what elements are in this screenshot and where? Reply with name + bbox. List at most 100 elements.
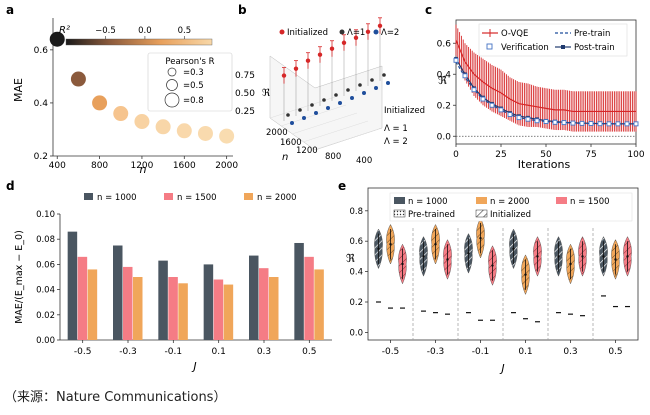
x-tick-label-c: 25 bbox=[495, 150, 506, 160]
data-point-verification bbox=[588, 121, 594, 126]
data-point-verification bbox=[471, 87, 477, 93]
legend-b: Initialized Λ=1 Λ=2 bbox=[279, 28, 399, 38]
data-point-verification bbox=[579, 120, 585, 126]
x-tick-label-d: 0.3 bbox=[257, 347, 271, 357]
x-tick-label-e: -0.5 bbox=[382, 347, 400, 357]
median-marker-e bbox=[422, 255, 425, 258]
data-point-lambda1 bbox=[370, 78, 374, 82]
colorbar-tick-label: 0.5 bbox=[178, 26, 192, 36]
legend-entry-posttrain: Post-train bbox=[574, 43, 615, 53]
data-point-initialized bbox=[293, 66, 299, 71]
legend-swatch-n1500 bbox=[556, 197, 567, 204]
y-tick-label-e: 0.6 bbox=[349, 237, 363, 247]
y-axis-label-a: MAE bbox=[12, 78, 25, 102]
data-point-lambda1 bbox=[286, 113, 290, 117]
bar-d bbox=[249, 255, 259, 340]
bar-d bbox=[113, 245, 123, 340]
legend-entry-pretrained: Pre-trained bbox=[408, 210, 455, 220]
data-point-verification bbox=[525, 116, 531, 122]
data-point-a bbox=[197, 125, 213, 141]
data-point-verification bbox=[516, 115, 522, 121]
grid-line-b bbox=[313, 128, 380, 151]
data-point-a bbox=[49, 31, 65, 47]
legend-entry-n1000: n = 1000 bbox=[408, 197, 448, 207]
y-axis-label-b: ℜ bbox=[262, 88, 271, 99]
y-tick-b: 0.75 bbox=[235, 71, 255, 81]
data-point-verification bbox=[498, 107, 504, 113]
data-point-lambda1 bbox=[322, 98, 326, 102]
x-tick-label-e: -0.3 bbox=[427, 347, 445, 357]
panel-a-chart: MAE n 400 800 1200 1600 2000 0.2 0.4 0.6 R² −0.… bbox=[12, 18, 238, 176]
colorbar-label: R² bbox=[59, 25, 70, 36]
colorbar-tick-label: 0.0 bbox=[138, 26, 152, 36]
x-tick-label-c: 50 bbox=[540, 150, 552, 160]
x-tick-label-c: 100 bbox=[627, 150, 644, 160]
legend-entry-lambda2: Λ=2 bbox=[381, 28, 399, 38]
median-marker-e bbox=[536, 255, 539, 258]
x-axis-label-c: Iterations bbox=[518, 158, 571, 171]
y-tick-label-d: 0.00 bbox=[36, 336, 55, 346]
y-tick-label-d: 0.08 bbox=[36, 235, 55, 245]
size-legend-entry: =0.8 bbox=[183, 96, 204, 106]
legend-entry-initialized: Initialized bbox=[287, 28, 328, 38]
data-point-initialized bbox=[317, 52, 323, 57]
median-marker-e bbox=[479, 236, 482, 240]
data-point-lambda1 bbox=[358, 83, 362, 87]
data-point-lambda2 bbox=[290, 121, 294, 125]
data-point-verification bbox=[453, 57, 459, 63]
data-point-lambda1 bbox=[310, 103, 314, 107]
y-tick-label-a: 0.4 bbox=[34, 99, 49, 109]
x-tick-label-d: 0.1 bbox=[212, 347, 226, 357]
data-point-lambda2 bbox=[326, 106, 330, 110]
data-point-verification bbox=[624, 121, 630, 127]
series-line-ovqe bbox=[455, 39, 636, 113]
panel-c-chart: ℜ Iterations 0 25 50 75 100 0.0 0.2 0.4 0.6 O-VQ… bbox=[437, 19, 645, 171]
legend-swatch-n1000 bbox=[394, 197, 405, 204]
bar-d bbox=[259, 268, 269, 340]
size-legend-entry: =0.3 bbox=[183, 68, 204, 78]
size-legend-marker bbox=[166, 79, 178, 91]
x-axis-label-e: J bbox=[499, 362, 504, 375]
x-tick-label-c: 0 bbox=[453, 150, 459, 160]
x-axis-label-d: J bbox=[191, 360, 196, 373]
x-tick-b: 800 bbox=[325, 152, 341, 162]
median-marker-e bbox=[581, 255, 584, 258]
y-tick-label-c: 0.2 bbox=[437, 101, 451, 111]
x-tick-label-d: 0.5 bbox=[302, 347, 316, 357]
legend-swatch-verification bbox=[486, 43, 493, 50]
panel-b-chart: Initialized Λ=1 Λ=2 0.75 0.50 0.25 ℜ 200… bbox=[235, 17, 425, 166]
data-point-verification bbox=[615, 121, 621, 127]
panel-label-d: d bbox=[6, 179, 15, 193]
y-tick-label-e: 0.8 bbox=[349, 207, 363, 217]
legend-swatch-initialized bbox=[475, 209, 488, 218]
data-point-lambda2 bbox=[386, 81, 390, 85]
data-point-a bbox=[176, 123, 192, 139]
data-point-lambda2 bbox=[302, 116, 306, 120]
x-tick-b: 1600 bbox=[280, 138, 302, 148]
y-tick-label-c: 0.6 bbox=[437, 39, 452, 49]
median-marker-e bbox=[512, 247, 515, 250]
source-caption: （来源：Nature Communications） bbox=[4, 390, 227, 405]
legend-entry-n2000: n = 2000 bbox=[257, 193, 297, 203]
data-point-verification bbox=[561, 120, 567, 126]
median-marker-e bbox=[401, 262, 404, 266]
grid-line-b bbox=[302, 120, 369, 143]
data-point-lambda1 bbox=[382, 73, 386, 77]
y-tick-label-e: 0.2 bbox=[349, 298, 363, 308]
legend-marker-lambda1 bbox=[339, 29, 345, 35]
data-point-verification bbox=[489, 102, 495, 108]
data-point-verification bbox=[570, 120, 576, 126]
data-point-lambda2 bbox=[362, 91, 366, 95]
y-tick-label-d: 0.04 bbox=[36, 286, 55, 296]
y-tick-label-c: 0.0 bbox=[437, 132, 452, 142]
y-tick-label-d: 0.02 bbox=[36, 311, 55, 321]
x-tick-label-e: 0.1 bbox=[518, 347, 532, 357]
x-tick-label-a: 1200 bbox=[130, 161, 153, 171]
data-point-a bbox=[113, 106, 129, 122]
legend-swatch-n1000 bbox=[84, 193, 93, 200]
size-legend-marker bbox=[164, 92, 180, 108]
bar-d bbox=[213, 279, 224, 340]
data-point-lambda2 bbox=[374, 86, 378, 90]
legend-entry-n1000: n = 1000 bbox=[97, 193, 137, 203]
x-tick-label-e: -0.1 bbox=[472, 347, 490, 357]
